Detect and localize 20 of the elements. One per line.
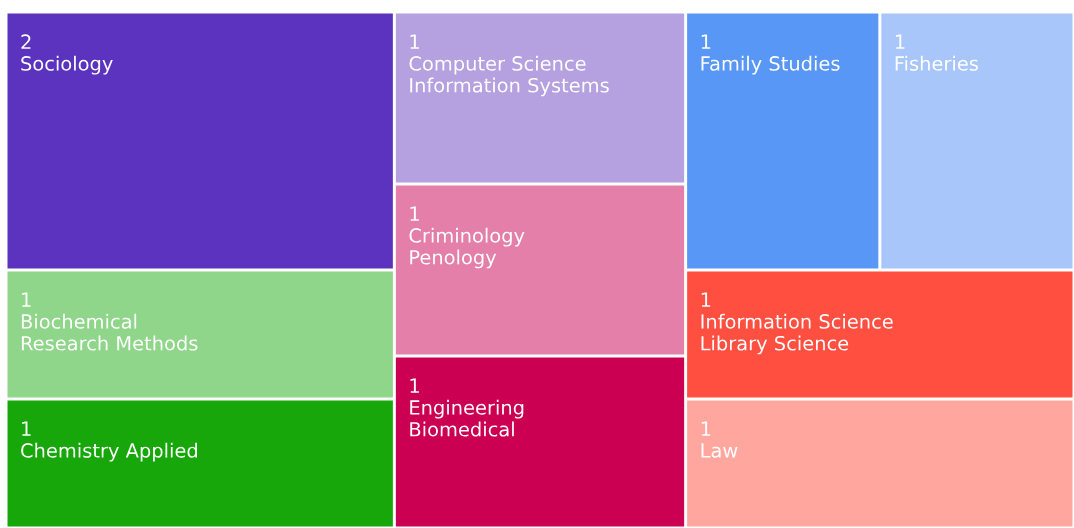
category-label: Computer Science Information Systems	[409, 55, 609, 97]
data-label: 2	[21, 34, 31, 49]
category-label: Biochemical Research Methods	[21, 313, 198, 351]
category-label: Family Studies	[701, 55, 840, 75]
data-label: 1	[22, 292, 31, 307]
data-label: 1	[410, 206, 419, 221]
data-label: 1	[895, 34, 905, 49]
data-label: 1	[410, 34, 419, 49]
category-label: Engineering Biomedical	[410, 399, 524, 437]
data-label: 1	[701, 34, 711, 49]
category-label: Chemistry Applied	[21, 442, 197, 462]
category-label: Sociology	[21, 55, 113, 75]
data-label: 1	[410, 378, 419, 393]
data-label: 1	[22, 421, 31, 436]
category-label: Fisheries	[895, 55, 978, 71]
category-label: Criminology Penology	[409, 227, 525, 269]
data-label: 1	[701, 292, 711, 307]
category-label: Information Science Library Science	[701, 313, 893, 355]
category-label: Law	[701, 443, 738, 458]
data-label: 1	[701, 421, 711, 436]
